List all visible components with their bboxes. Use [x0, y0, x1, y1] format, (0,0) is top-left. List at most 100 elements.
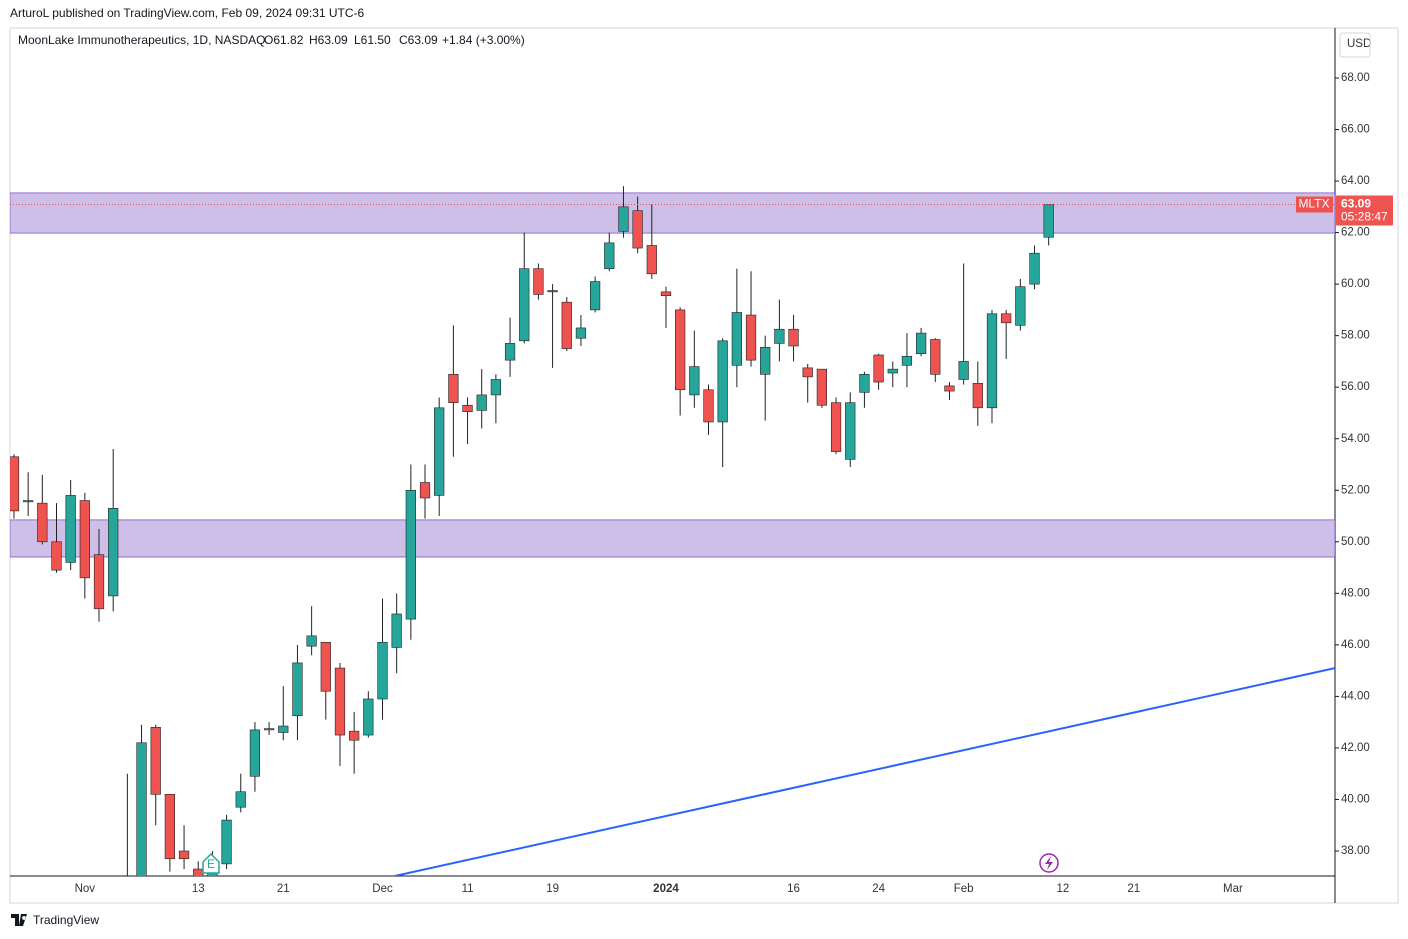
candle-body	[1015, 286, 1026, 326]
x-tick-label: 21	[277, 883, 290, 895]
candle-body	[363, 698, 374, 736]
candle-body	[23, 500, 34, 503]
candle-body	[292, 662, 303, 717]
candle-body	[93, 554, 105, 610]
candle-body	[774, 328, 785, 344]
candle-body	[51, 541, 62, 571]
y-tick-label: 42.00	[1341, 742, 1370, 754]
y-tick-label: 48.00	[1341, 587, 1370, 599]
candle-body	[306, 635, 317, 647]
currency: USD	[1347, 38, 1371, 50]
candle-body	[816, 368, 828, 406]
x-tick-label: 21	[1127, 883, 1140, 895]
x-tick-label: 11	[462, 883, 474, 895]
ohlc-label: C63.09	[399, 33, 438, 47]
svg-text:E: E	[207, 857, 215, 871]
ticker-box	[1296, 196, 1333, 213]
candle-body	[660, 291, 672, 297]
published-note: ArturoL published on TradingView.com, Fe…	[10, 6, 365, 20]
candle-body	[476, 394, 487, 411]
candle-body	[108, 508, 119, 597]
footer: TradingView	[33, 913, 99, 927]
candle-body	[391, 613, 402, 648]
candle-body	[731, 312, 742, 366]
candle-body	[320, 641, 331, 692]
candle-body	[887, 368, 898, 374]
y-tick-label: 44.00	[1341, 690, 1370, 702]
candle-body	[462, 404, 473, 412]
candle-body	[845, 402, 856, 460]
candle-body	[334, 667, 346, 736]
y-tick-label: 64.00	[1341, 175, 1370, 187]
currency-box	[1339, 32, 1371, 58]
x-tick-label: 2024	[653, 883, 679, 895]
candle-body	[958, 361, 969, 380]
candle-body	[1001, 313, 1012, 324]
earnings-icon: E	[202, 852, 220, 874]
candle-body	[1029, 252, 1040, 285]
y-tick-label: 38.00	[1341, 845, 1370, 857]
candle-body	[760, 346, 771, 375]
candle-body	[944, 385, 955, 392]
candle-body	[986, 313, 998, 409]
x-tick-label: 13	[192, 883, 205, 895]
ohlc-label: O61.82	[264, 33, 304, 47]
x-tick-label: Nov	[75, 883, 96, 895]
candle-body	[717, 340, 728, 423]
candle-body	[448, 374, 459, 403]
y-tick-label: 66.00	[1341, 124, 1370, 136]
candle-body	[873, 354, 884, 383]
zone	[10, 192, 1335, 234]
candle-body	[1043, 204, 1054, 238]
candle-body	[561, 301, 572, 349]
plot	[10, 186, 1335, 939]
candle-body	[504, 343, 516, 361]
y-tick-label: 46.00	[1341, 639, 1370, 651]
change: +1.84 (+3.00%)	[442, 33, 525, 47]
candle-body	[123, 890, 133, 939]
ohlc-label: L61.50	[354, 33, 391, 47]
candle-body	[164, 794, 176, 860]
y-tick-label: 50.00	[1341, 536, 1370, 548]
candle-body	[901, 355, 913, 366]
x-tick-label: 24	[872, 883, 885, 895]
candle-body	[221, 819, 232, 865]
y-tick-label: 68.00	[1341, 72, 1370, 84]
y-tick-label: 58.00	[1341, 330, 1370, 342]
candle-body	[703, 389, 714, 423]
x-tick-label: 19	[546, 883, 559, 895]
candle-body	[604, 242, 615, 269]
candle-body	[178, 850, 190, 860]
tv-logo: TradingView	[11, 913, 99, 927]
candle-body	[79, 500, 90, 579]
candle-body	[788, 328, 799, 347]
candle-body	[519, 268, 530, 342]
candle-body	[533, 268, 544, 295]
x-tick-label: Feb	[954, 883, 974, 895]
y-tick-label: 52.00	[1341, 484, 1370, 496]
candle-body	[646, 245, 657, 275]
last-price-label: 63.09	[1341, 197, 1371, 211]
y-tick-label: 56.00	[1341, 381, 1370, 393]
candle-body	[632, 210, 643, 249]
y-tick-label: 54.00	[1341, 433, 1370, 445]
y-tick-label: 62.00	[1341, 227, 1370, 239]
candle-body	[575, 327, 587, 339]
x-tick-label: Mar	[1223, 883, 1243, 895]
candle-body	[859, 374, 870, 393]
candle-body	[349, 730, 360, 741]
trendline	[394, 667, 1335, 876]
price-box	[1336, 195, 1393, 226]
candle-body	[972, 383, 983, 409]
frame	[9, 27, 1399, 904]
candle-body	[589, 281, 601, 311]
x-tick-label: 16	[787, 883, 800, 895]
ticker: MLTX	[1298, 197, 1329, 211]
ohlc-label: H63.09	[309, 33, 348, 47]
candle-body	[830, 402, 842, 452]
candle-body	[150, 727, 161, 795]
candle-body	[618, 206, 629, 232]
candle-body	[263, 728, 275, 731]
